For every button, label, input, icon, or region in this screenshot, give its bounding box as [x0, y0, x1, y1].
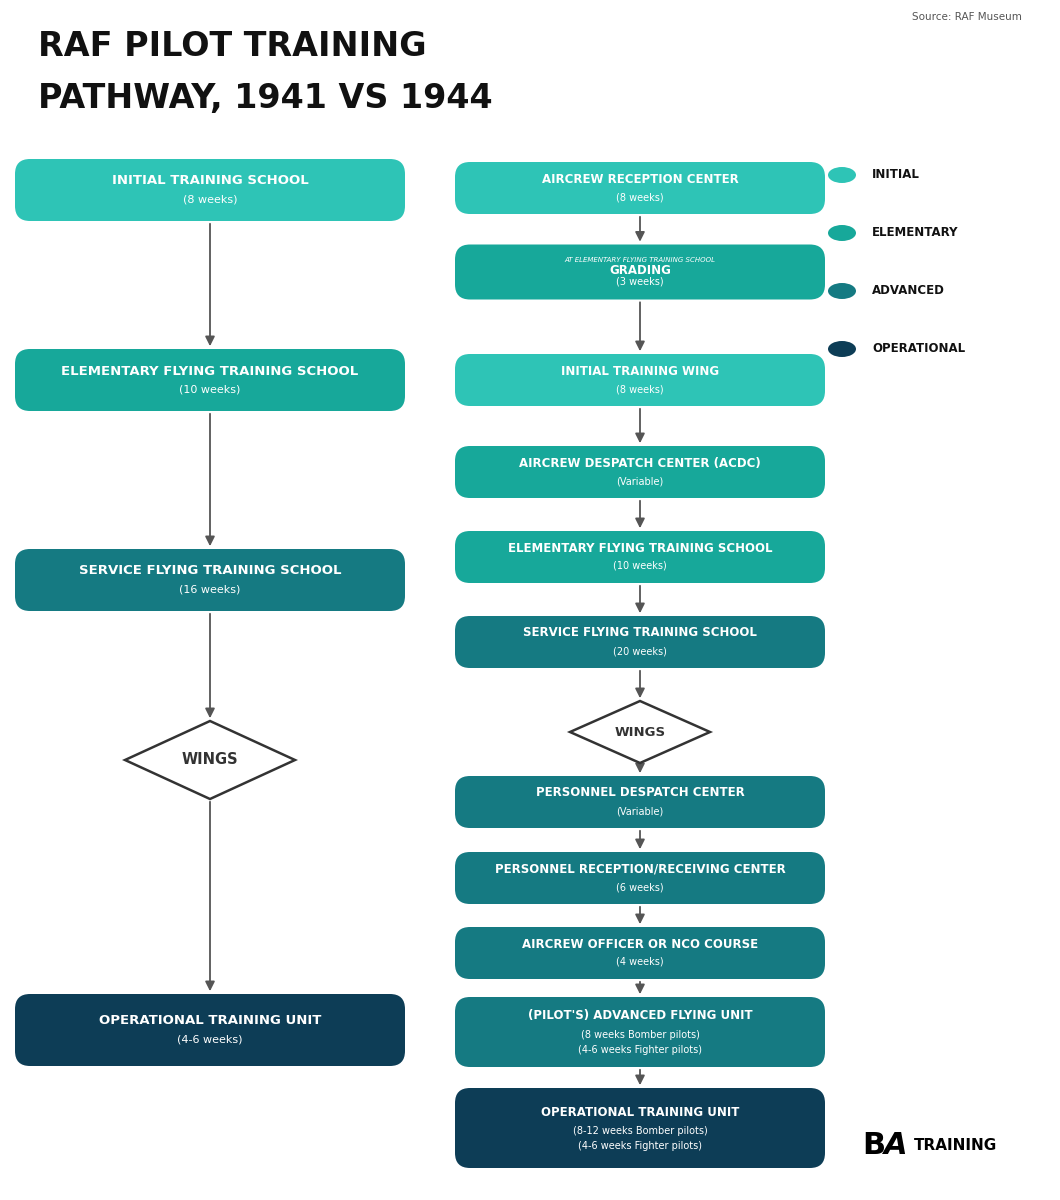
Text: AIRCREW RECEPTION CENTER: AIRCREW RECEPTION CENTER	[542, 173, 739, 186]
FancyBboxPatch shape	[455, 852, 825, 904]
FancyBboxPatch shape	[455, 616, 825, 668]
Text: (8 weeks): (8 weeks)	[616, 192, 664, 202]
Polygon shape	[125, 721, 295, 799]
Text: ADVANCED: ADVANCED	[872, 284, 944, 298]
Ellipse shape	[828, 226, 856, 241]
Text: OPERATIONAL TRAINING UNIT: OPERATIONAL TRAINING UNIT	[99, 1014, 321, 1027]
FancyBboxPatch shape	[455, 997, 825, 1067]
Text: AT ELEMENTARY FLYING TRAINING SCHOOL: AT ELEMENTARY FLYING TRAINING SCHOOL	[565, 257, 716, 263]
Text: (8 weeks Bomber pilots): (8 weeks Bomber pilots)	[581, 1030, 700, 1040]
Text: (PILOT'S) ADVANCED FLYING UNIT: (PILOT'S) ADVANCED FLYING UNIT	[528, 1009, 753, 1022]
Text: A: A	[884, 1130, 907, 1159]
Text: (Variable): (Variable)	[616, 476, 664, 486]
Text: SERVICE FLYING TRAINING SCHOOL: SERVICE FLYING TRAINING SCHOOL	[523, 626, 757, 640]
Text: (8-12 weeks Bomber pilots): (8-12 weeks Bomber pilots)	[572, 1126, 707, 1136]
Text: WINGS: WINGS	[615, 726, 666, 738]
FancyBboxPatch shape	[455, 162, 825, 214]
FancyBboxPatch shape	[15, 548, 405, 611]
Ellipse shape	[828, 167, 856, 182]
Text: PERSONNEL DESPATCH CENTER: PERSONNEL DESPATCH CENTER	[535, 786, 744, 799]
Text: SERVICE FLYING TRAINING SCHOOL: SERVICE FLYING TRAINING SCHOOL	[78, 564, 341, 577]
Ellipse shape	[828, 341, 856, 358]
Text: GRADING: GRADING	[610, 264, 671, 276]
Text: (4 weeks): (4 weeks)	[616, 958, 664, 967]
Text: INITIAL TRAINING WING: INITIAL TRAINING WING	[561, 365, 719, 378]
FancyBboxPatch shape	[455, 446, 825, 498]
Ellipse shape	[828, 283, 856, 299]
Text: (4-6 weeks Fighter pilots): (4-6 weeks Fighter pilots)	[578, 1045, 702, 1055]
Text: (3 weeks): (3 weeks)	[616, 277, 664, 287]
Text: AIRCREW OFFICER OR NCO COURSE: AIRCREW OFFICER OR NCO COURSE	[522, 937, 758, 950]
Text: TRAINING: TRAINING	[914, 1138, 997, 1152]
Text: (6 weeks): (6 weeks)	[616, 882, 664, 892]
Text: INITIAL: INITIAL	[872, 168, 920, 181]
Text: INITIAL TRAINING SCHOOL: INITIAL TRAINING SCHOOL	[111, 174, 308, 187]
Polygon shape	[570, 701, 710, 763]
Text: (4-6 weeks Fighter pilots): (4-6 weeks Fighter pilots)	[578, 1141, 702, 1151]
Text: B: B	[862, 1130, 885, 1159]
FancyBboxPatch shape	[455, 530, 825, 583]
Text: RAF PILOT TRAINING: RAF PILOT TRAINING	[38, 30, 426, 62]
Text: (10 weeks): (10 weeks)	[613, 560, 667, 571]
Text: AIRCREW DESPATCH CENTER (ACDC): AIRCREW DESPATCH CENTER (ACDC)	[519, 456, 761, 469]
Text: (4-6 weeks): (4-6 weeks)	[177, 1034, 243, 1044]
Text: (10 weeks): (10 weeks)	[179, 384, 241, 394]
Text: (8 weeks): (8 weeks)	[182, 194, 237, 204]
Text: WINGS: WINGS	[181, 752, 238, 768]
Text: (Variable): (Variable)	[616, 806, 664, 816]
FancyBboxPatch shape	[455, 245, 825, 300]
Text: ELEMENTARY FLYING TRAINING SCHOOL: ELEMENTARY FLYING TRAINING SCHOOL	[61, 365, 358, 378]
Text: OPERATIONAL: OPERATIONAL	[872, 342, 965, 355]
FancyBboxPatch shape	[15, 349, 405, 410]
FancyBboxPatch shape	[15, 160, 405, 221]
FancyBboxPatch shape	[455, 776, 825, 828]
FancyBboxPatch shape	[455, 926, 825, 979]
Text: PATHWAY, 1941 VS 1944: PATHWAY, 1941 VS 1944	[38, 82, 493, 115]
Text: (8 weeks): (8 weeks)	[616, 384, 664, 394]
Text: (16 weeks): (16 weeks)	[179, 584, 241, 594]
Text: PERSONNEL RECEPTION/RECEIVING CENTER: PERSONNEL RECEPTION/RECEIVING CENTER	[495, 863, 785, 876]
Text: Source: RAF Museum: Source: RAF Museum	[912, 12, 1022, 22]
Text: ELEMENTARY FLYING TRAINING SCHOOL: ELEMENTARY FLYING TRAINING SCHOOL	[508, 541, 773, 554]
FancyBboxPatch shape	[455, 354, 825, 406]
Text: (20 weeks): (20 weeks)	[613, 646, 667, 656]
FancyBboxPatch shape	[455, 1088, 825, 1168]
Text: OPERATIONAL TRAINING UNIT: OPERATIONAL TRAINING UNIT	[541, 1105, 739, 1118]
FancyBboxPatch shape	[15, 994, 405, 1066]
Text: ELEMENTARY: ELEMENTARY	[872, 227, 958, 240]
